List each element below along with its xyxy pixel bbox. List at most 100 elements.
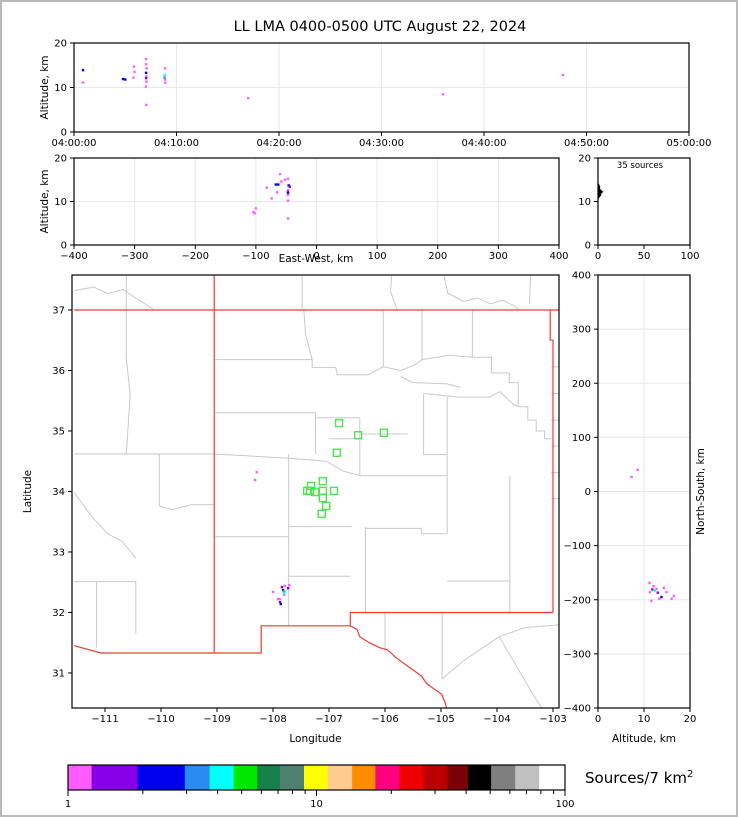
source-dot	[121, 77, 125, 81]
colorbar-segment	[447, 765, 469, 790]
source-dot	[274, 183, 278, 186]
source-dot	[286, 190, 290, 194]
colorbar-tick-label: 100	[555, 799, 574, 810]
y-tick-label: −400	[564, 704, 591, 715]
x-tick-label: −103	[539, 714, 566, 725]
colorbar-label-superscript: 2	[687, 769, 693, 780]
source-dot	[651, 588, 654, 591]
y-tick-label: 200	[572, 379, 591, 390]
panel-frame	[597, 274, 691, 709]
y-tick-label: 32	[52, 608, 65, 619]
y-tick-label: 0	[585, 487, 591, 498]
lightning-source-dot	[255, 470, 258, 474]
source-dot	[283, 178, 287, 181]
colorbar-segment	[233, 765, 258, 790]
county-boundary	[383, 359, 423, 372]
lma-station-marker	[379, 428, 389, 437]
x-tick-label: 0	[313, 251, 319, 262]
source-dot	[132, 65, 136, 68]
county-boundary	[74, 286, 155, 311]
source-dot	[648, 590, 652, 594]
lightning-source-dot	[282, 591, 286, 595]
county-boundary	[73, 492, 137, 559]
lma-station-marker	[334, 418, 344, 428]
x-tick-label: −109	[203, 714, 230, 725]
source-dot	[254, 207, 258, 210]
colorbar-label-main: Sources/7 km	[585, 769, 687, 787]
colorbar-tick-label: 10	[310, 799, 323, 810]
source-dot	[656, 591, 659, 594]
source-dot	[124, 78, 127, 81]
x-tick-label: 05:00:00	[667, 138, 712, 149]
source-dot	[441, 92, 445, 96]
chart-render-layer: 04:00:00 04:10:00 04:20:00 04:30:00 04:40:00…	[52, 39, 712, 811]
altitude-histogram-panel: 0 50 100 0 10 20	[578, 154, 699, 263]
map-xlabel: Longitude	[289, 733, 341, 745]
source-dot	[265, 186, 268, 189]
county-boundary	[74, 581, 137, 634]
lma-station-marker	[321, 501, 331, 511]
county-boundary	[423, 393, 448, 456]
histogram-source-count: 35 sources	[617, 161, 664, 171]
source-dot	[144, 71, 148, 75]
x-tick-label: 04:30:00	[359, 138, 404, 149]
lightning-source-dot	[271, 590, 275, 594]
county-boundary	[303, 309, 313, 360]
lightning-source-dot	[286, 587, 290, 590]
source-dot	[670, 597, 673, 600]
x-tick-label: −400	[60, 251, 87, 262]
colorbar-tick-label: 1	[65, 799, 71, 810]
x-tick-label: 50	[638, 251, 651, 262]
y-tick-label: 400	[572, 271, 591, 282]
source-dot	[286, 192, 290, 195]
source-dot	[286, 217, 290, 220]
y-tick-label: 35	[52, 426, 65, 437]
x-tick-label: 400	[549, 251, 568, 262]
source-dot	[657, 597, 661, 600]
y-tick-label: 10	[54, 83, 67, 94]
colorbar: 1 10 100	[65, 764, 575, 810]
y-tick-label: 20	[54, 39, 67, 50]
histogram-profile	[597, 182, 604, 201]
source-dot	[660, 595, 663, 599]
source-dot	[655, 587, 658, 591]
county-boundary	[441, 636, 500, 680]
source-dot	[278, 172, 282, 176]
county-boundary	[529, 275, 532, 304]
colorbar-segment	[279, 765, 305, 790]
source-dot	[144, 76, 148, 80]
lma-station-marker	[353, 431, 363, 440]
x-tick-label: −300	[121, 251, 148, 262]
x-tick-label: 04:00:00	[52, 138, 97, 149]
y-tick-label: 0	[61, 241, 67, 252]
lightning-source-dot	[278, 597, 281, 601]
colorbar-segment	[184, 765, 211, 790]
county-boundary	[443, 275, 520, 311]
county-boundary	[424, 390, 519, 408]
colorbar-segment	[327, 765, 353, 790]
source-dot	[81, 68, 85, 72]
y-tick-label: 10	[578, 197, 591, 208]
map-panel: −111 −110 −109 −108 −107 −106 −105 −104 −103 31 32…	[52, 274, 567, 725]
x-tick-label: −200	[182, 251, 209, 262]
y-tick-label: 100	[572, 433, 591, 444]
x-tick-label: −111	[91, 714, 118, 725]
time-panel-ylabel: Altitude, km	[39, 55, 51, 119]
source-dot	[247, 96, 250, 100]
y-tick-label: −300	[564, 649, 591, 660]
x-tick-label: 100	[368, 251, 387, 262]
colorbar-segment	[209, 765, 235, 790]
map-ylabel: Latitude	[22, 470, 34, 513]
source-dot	[163, 67, 167, 70]
y-tick-label: 0	[61, 128, 67, 139]
x-tick-label: −100	[242, 251, 269, 262]
county-boundary	[499, 624, 559, 638]
source-dot	[650, 599, 653, 603]
panel-frame	[597, 157, 691, 246]
x-tick-label: 0	[595, 251, 601, 262]
state-border	[549, 310, 554, 613]
source-dot	[287, 184, 290, 187]
lma-station-marker	[332, 448, 342, 457]
y-tick-label: 34	[52, 487, 65, 498]
